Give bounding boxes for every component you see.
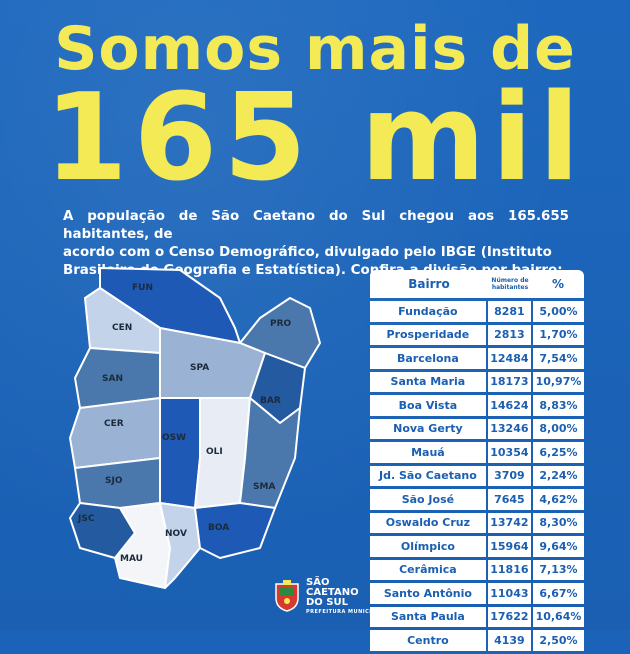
table-row: Boa Vista 14624 8,83%: [370, 395, 584, 416]
table-row: Santa Maria 18173 10,97%: [370, 371, 584, 392]
population-table: Bairro Número de habitantes % Fundação 82…: [370, 270, 584, 654]
table-header: Bairro Número de habitantes %: [370, 270, 584, 298]
logo-line: SÃO: [306, 577, 330, 588]
cell-bairro: Nova Gerty: [370, 418, 486, 439]
table-row: Nova Gerty 13246 8,00%: [370, 418, 584, 439]
map-label-jsc: JSC: [77, 514, 95, 524]
table-row: Oswaldo Cruz 13742 8,30%: [370, 512, 584, 533]
cell-pct: 10,64%: [532, 606, 584, 627]
region-sma: [239, 397, 301, 509]
logo-text: SÃO CAETANO DO SUL PREFEITURA MUNICIPAL: [306, 578, 383, 616]
map-label-bar: BAR: [260, 396, 281, 406]
map-label-fun: FUN: [132, 283, 153, 293]
cell-bairro: Mauá: [370, 442, 486, 463]
map-label-mau: MAU: [120, 554, 143, 564]
cell-pct: 2,24%: [532, 465, 584, 486]
cell-pct: 6,67%: [532, 583, 584, 604]
headline-line2: 165 mil: [44, 69, 586, 208]
table-row: Mauá 10354 6,25%: [370, 442, 584, 463]
table-row: Fundação 8281 5,00%: [370, 301, 584, 322]
cell-bairro: Jd. São Caetano: [370, 465, 486, 486]
neighborhood-map: FUN CEN PRO SAN SPA BAR CER OSW OLI SJO …: [60, 258, 360, 598]
cell-pct: 8,30%: [532, 512, 584, 533]
map-label-cer: CER: [104, 419, 124, 429]
cell-numero: 18173: [487, 371, 531, 392]
cell-numero: 13742: [487, 512, 531, 533]
intro-line: acordo com o Censo Demográfico, divulgad…: [63, 245, 552, 260]
cell-pct: 8,83%: [532, 395, 584, 416]
cell-pct: 8,00%: [532, 418, 584, 439]
cell-bairro: Barcelona: [370, 348, 486, 369]
table-row: Centro 4139 2,50%: [370, 630, 584, 651]
cell-bairro: Boa Vista: [370, 395, 486, 416]
headline-line1: Somos mais de: [54, 14, 576, 84]
cell-numero: 4139: [487, 630, 531, 651]
intro-line: A população de São Caetano do Sul chegou…: [63, 209, 569, 242]
region-boa: [194, 502, 276, 559]
cell-pct: 10,97%: [532, 371, 584, 392]
cell-bairro: Oswaldo Cruz: [370, 512, 486, 533]
cell-pct: 9,64%: [532, 536, 584, 557]
cell-numero: 13246: [487, 418, 531, 439]
table-row: Prosperidade 2813 1,70%: [370, 324, 584, 345]
map-label-sma: SMA: [253, 482, 275, 492]
cell-pct: 5,00%: [532, 301, 584, 322]
map-label-boa: BOA: [208, 523, 229, 533]
table-row: Cerâmica 11816 7,13%: [370, 559, 584, 580]
cell-bairro: Centro: [370, 630, 486, 651]
cell-bairro: Olímpico: [370, 536, 486, 557]
cell-numero: 7645: [487, 489, 531, 510]
cell-numero: 17622: [487, 606, 531, 627]
cell-bairro: Santo Antônio: [370, 583, 486, 604]
map-label-oli: OLI: [206, 447, 223, 457]
map-svg: FUN CEN PRO SAN SPA BAR CER OSW OLI SJO …: [69, 267, 321, 589]
cell-numero: 12484: [487, 348, 531, 369]
cell-pct: 4,62%: [532, 489, 584, 510]
cell-bairro: Santa Maria: [370, 371, 486, 392]
cell-numero: 15964: [487, 536, 531, 557]
map-label-osw: OSW: [162, 433, 186, 443]
region-cer: [69, 397, 161, 469]
table-row: Olímpico 15964 9,64%: [370, 536, 584, 557]
table-row: São José 7645 4,62%: [370, 489, 584, 510]
table-row: Santa Paula 17622 10,64%: [370, 606, 584, 627]
logo-line: DO SUL: [306, 597, 348, 608]
cell-pct: 6,25%: [532, 442, 584, 463]
cell-pct: 7,54%: [532, 348, 584, 369]
map-label-san: SAN: [102, 374, 123, 384]
cell-pct: 2,50%: [532, 630, 584, 651]
cell-numero: 8281: [487, 301, 531, 322]
logo-subtitle: PREFEITURA MUNICIPAL: [306, 609, 384, 615]
map-label-cen: CEN: [112, 323, 132, 333]
coat-of-arms-icon: [275, 580, 299, 612]
map-label-spa: SPA: [190, 363, 209, 373]
cell-numero: 2813: [487, 324, 531, 345]
header-pct: %: [551, 277, 565, 291]
table-row: Barcelona 12484 7,54%: [370, 348, 584, 369]
cell-numero: 3709: [487, 465, 531, 486]
cell-numero: 14624: [487, 395, 531, 416]
logo-line: CAETANO: [306, 587, 359, 598]
cell-bairro: Fundação: [370, 301, 486, 322]
cell-numero: 11816: [487, 559, 531, 580]
map-label-nov: NOV: [165, 529, 187, 539]
table-row: Jd. São Caetano 3709 2,24%: [370, 465, 584, 486]
cell-bairro: Santa Paula: [370, 606, 486, 627]
header-bairro: Bairro: [408, 277, 450, 291]
region-osw: [159, 397, 201, 509]
cell-bairro: Prosperidade: [370, 324, 486, 345]
header-numero: Número de habitantes: [491, 277, 529, 291]
table-row: Santo Antônio 11043 6,67%: [370, 583, 584, 604]
cell-bairro: Cerâmica: [370, 559, 486, 580]
map-label-sjo: SJO: [105, 476, 123, 486]
city-logo: SÃO CAETANO DO SUL PREFEITURA MUNICIPAL: [270, 576, 390, 616]
cell-bairro: São José: [370, 489, 486, 510]
map-label-pro: PRO: [270, 319, 292, 329]
cell-pct: 1,70%: [532, 324, 584, 345]
table-body: Fundação 8281 5,00% Prosperidade 2813 1,70% Ba…: [370, 301, 584, 651]
cell-numero: 11043: [487, 583, 531, 604]
cell-numero: 10354: [487, 442, 531, 463]
cell-pct: 7,13%: [532, 559, 584, 580]
